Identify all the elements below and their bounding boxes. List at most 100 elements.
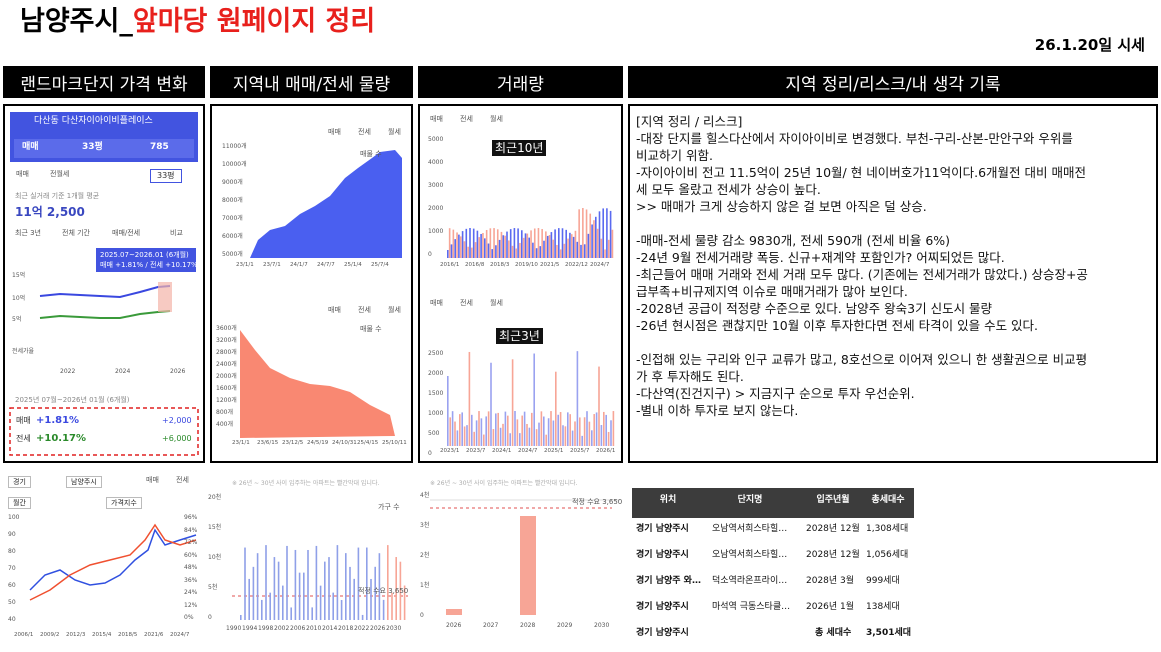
bar-decor bbox=[585, 209, 588, 258]
bar-decor bbox=[511, 245, 514, 258]
bar-decor bbox=[511, 359, 514, 446]
listing-area bbox=[250, 150, 402, 258]
bar-decor bbox=[504, 235, 506, 258]
title: 남양주시_앞마당 원페이지 정리 bbox=[20, 6, 375, 38]
bar-decor bbox=[506, 231, 508, 258]
bar-decor bbox=[586, 411, 588, 446]
x-tick-label: 2009/2 bbox=[40, 632, 60, 638]
bar-decor bbox=[564, 426, 567, 446]
note-line: 세 모두 올랐고 전세가 상승이 높다. bbox=[636, 182, 821, 197]
chart-label: 최근10년 bbox=[492, 140, 547, 157]
bar-decor bbox=[447, 376, 449, 446]
note-line: -2028년 공급이 적정량 수준으로 있다. 남양주 왕숙3기 신도시 물량 bbox=[636, 301, 993, 316]
bar-decor bbox=[555, 371, 557, 446]
bar-decor bbox=[569, 414, 571, 446]
bar-decor bbox=[565, 229, 567, 258]
y-tick-label: 70 bbox=[8, 565, 16, 572]
bar-decor bbox=[471, 247, 473, 258]
bar-decor bbox=[459, 236, 462, 258]
y-tick-label: 5000 bbox=[428, 136, 444, 143]
y-tick-label: 800개 bbox=[216, 409, 233, 416]
x-tick-label: 2006/1 bbox=[14, 632, 34, 638]
table-cell: 총 세대수 bbox=[815, 628, 852, 638]
y-tick-label: 12% bbox=[184, 601, 198, 609]
bar-decor bbox=[559, 249, 562, 258]
y-tick-label: 5천 bbox=[208, 584, 218, 591]
x-tick-label: 23/1/1 bbox=[236, 262, 254, 268]
bar-decor bbox=[399, 561, 402, 620]
bar-decor bbox=[463, 241, 466, 258]
x-tick-label: 2022 bbox=[60, 368, 76, 375]
app-tab: 33평 bbox=[82, 142, 103, 152]
y-tick-label: 9000개 bbox=[222, 179, 243, 186]
period-tab: 비교 bbox=[170, 229, 183, 237]
table-header: 위치 bbox=[659, 495, 677, 505]
period-tab: 최근 3년 bbox=[15, 229, 41, 237]
x-tick-label: 2029 bbox=[557, 622, 573, 629]
app-tabs bbox=[14, 139, 194, 158]
panel bbox=[3, 104, 205, 463]
legend-label: 전세 bbox=[176, 476, 189, 484]
bar-decor bbox=[273, 557, 276, 620]
bar-decor bbox=[244, 547, 246, 620]
x-tick-label: 2028 bbox=[520, 622, 536, 629]
y-tick-label: 8000개 bbox=[222, 197, 243, 204]
table-cell: 1,308세대 bbox=[866, 524, 909, 534]
bar-decor bbox=[493, 228, 495, 258]
bar-decor bbox=[607, 239, 610, 258]
table-cell: 138세대 bbox=[866, 602, 900, 612]
bar-decor bbox=[252, 566, 255, 620]
note-line: 가 후 투자해도 된다. bbox=[636, 369, 744, 384]
bar-decor bbox=[256, 553, 259, 620]
bar-decor bbox=[605, 414, 607, 446]
bar-decor bbox=[526, 233, 529, 258]
y-tick-label: 전세가율 bbox=[12, 348, 35, 355]
bar-decor bbox=[567, 238, 569, 258]
bar-decor bbox=[495, 245, 497, 258]
bar-decor bbox=[578, 209, 580, 258]
bar-decor bbox=[286, 545, 288, 620]
x-tick-label: 2024/7 bbox=[518, 448, 538, 454]
bar-decor bbox=[561, 228, 564, 258]
bar-decor bbox=[559, 412, 562, 446]
bar-decor bbox=[387, 545, 389, 620]
table-header bbox=[632, 488, 914, 518]
legend-label: 전세 bbox=[358, 306, 371, 314]
bar-decor bbox=[543, 416, 545, 446]
x-tick-label: 2026 bbox=[370, 625, 386, 632]
bar-decor bbox=[403, 585, 406, 620]
bar-decor bbox=[587, 233, 590, 258]
y-tick-label: 2000 bbox=[428, 370, 444, 377]
x-tick-label: 25/4/15 bbox=[357, 440, 379, 446]
y-tick-label: 96% bbox=[184, 514, 198, 521]
bar-decor bbox=[606, 208, 608, 258]
bar-decor bbox=[521, 415, 523, 446]
bar-decor bbox=[467, 246, 469, 258]
bar-decor bbox=[607, 431, 610, 446]
bar-decor bbox=[319, 585, 322, 620]
table-header: 단지명 bbox=[737, 495, 763, 505]
table-cell: 마석역 극동스타클… bbox=[712, 602, 791, 612]
bar-decor bbox=[598, 366, 600, 446]
bar-decor bbox=[361, 614, 364, 620]
chart-label: 최근3년 bbox=[496, 328, 543, 345]
bar-decor bbox=[475, 420, 478, 446]
y-tick-label: 90 bbox=[8, 531, 16, 538]
bar-decor bbox=[567, 412, 569, 446]
x-tick-label: 24/5/19 bbox=[307, 440, 329, 446]
bar-decor bbox=[541, 229, 543, 258]
x-tick-label: 23/7/1 bbox=[263, 262, 281, 268]
legend-label: 월세 bbox=[388, 128, 401, 136]
y-tick-label: 15천 bbox=[208, 524, 222, 531]
bar-decor bbox=[535, 429, 538, 446]
unit: 매물 수 bbox=[360, 150, 382, 158]
x-tick-label: 2016/1 bbox=[440, 262, 460, 268]
bar-decor bbox=[490, 362, 492, 446]
panel bbox=[418, 104, 623, 463]
bar-decor bbox=[480, 233, 482, 258]
summary-box bbox=[9, 407, 199, 456]
x-tick-label: 2002 bbox=[274, 625, 290, 632]
x-tick-label: 23/6/15 bbox=[257, 440, 279, 446]
table-cell: 1,056세대 bbox=[866, 550, 909, 560]
